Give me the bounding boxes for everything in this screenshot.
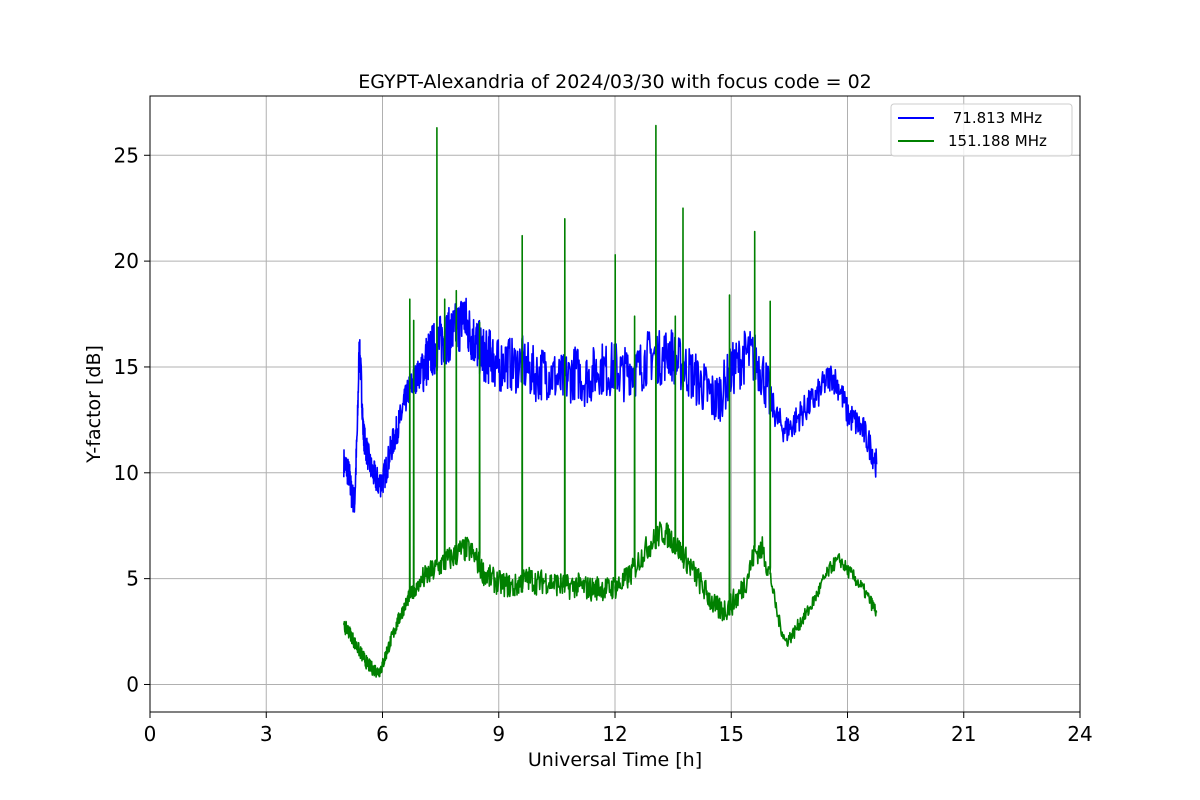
y-axis-label: Y-factor [dB] [83, 345, 105, 464]
x-tick-label: 12 [602, 722, 627, 746]
x-tick-label: 0 [144, 722, 157, 746]
y-tick-label: 10 [114, 461, 139, 485]
x-tick-label: 3 [260, 722, 273, 746]
chart-title: EGYPT-Alexandria of 2024/03/30 with focu… [358, 71, 872, 93]
legend: 71.813 MHz 151.188 MHz [890, 103, 1073, 157]
y-tick-label: 20 [114, 249, 139, 273]
y-tick-label: 0 [126, 672, 139, 696]
legend-box [890, 103, 1073, 157]
series-layer [343, 124, 878, 678]
y-tick-label: 15 [114, 355, 139, 379]
x-tick-label: 9 [492, 722, 505, 746]
legend-label-71-813: 71.813 MHz [948, 109, 1042, 127]
x-tick-label: 18 [835, 722, 860, 746]
series-line-71-813-mhz [343, 297, 878, 513]
x-tick-label: 6 [376, 722, 389, 746]
y-tick-label: 5 [126, 567, 139, 591]
series-line-151-188-mhz [343, 124, 878, 678]
y-tick-label: 25 [114, 143, 139, 167]
x-tick-label: 15 [719, 722, 744, 746]
tick-layer: 0 3 6 9 12 15 18 21 24 0 5 10 15 20 25 [114, 143, 1093, 746]
x-tick-label: 21 [951, 722, 976, 746]
x-tick-label: 24 [1067, 722, 1092, 746]
x-axis-label: Universal Time [h] [528, 749, 702, 771]
legend-label-151-188: 151.188 MHz [948, 132, 1047, 150]
